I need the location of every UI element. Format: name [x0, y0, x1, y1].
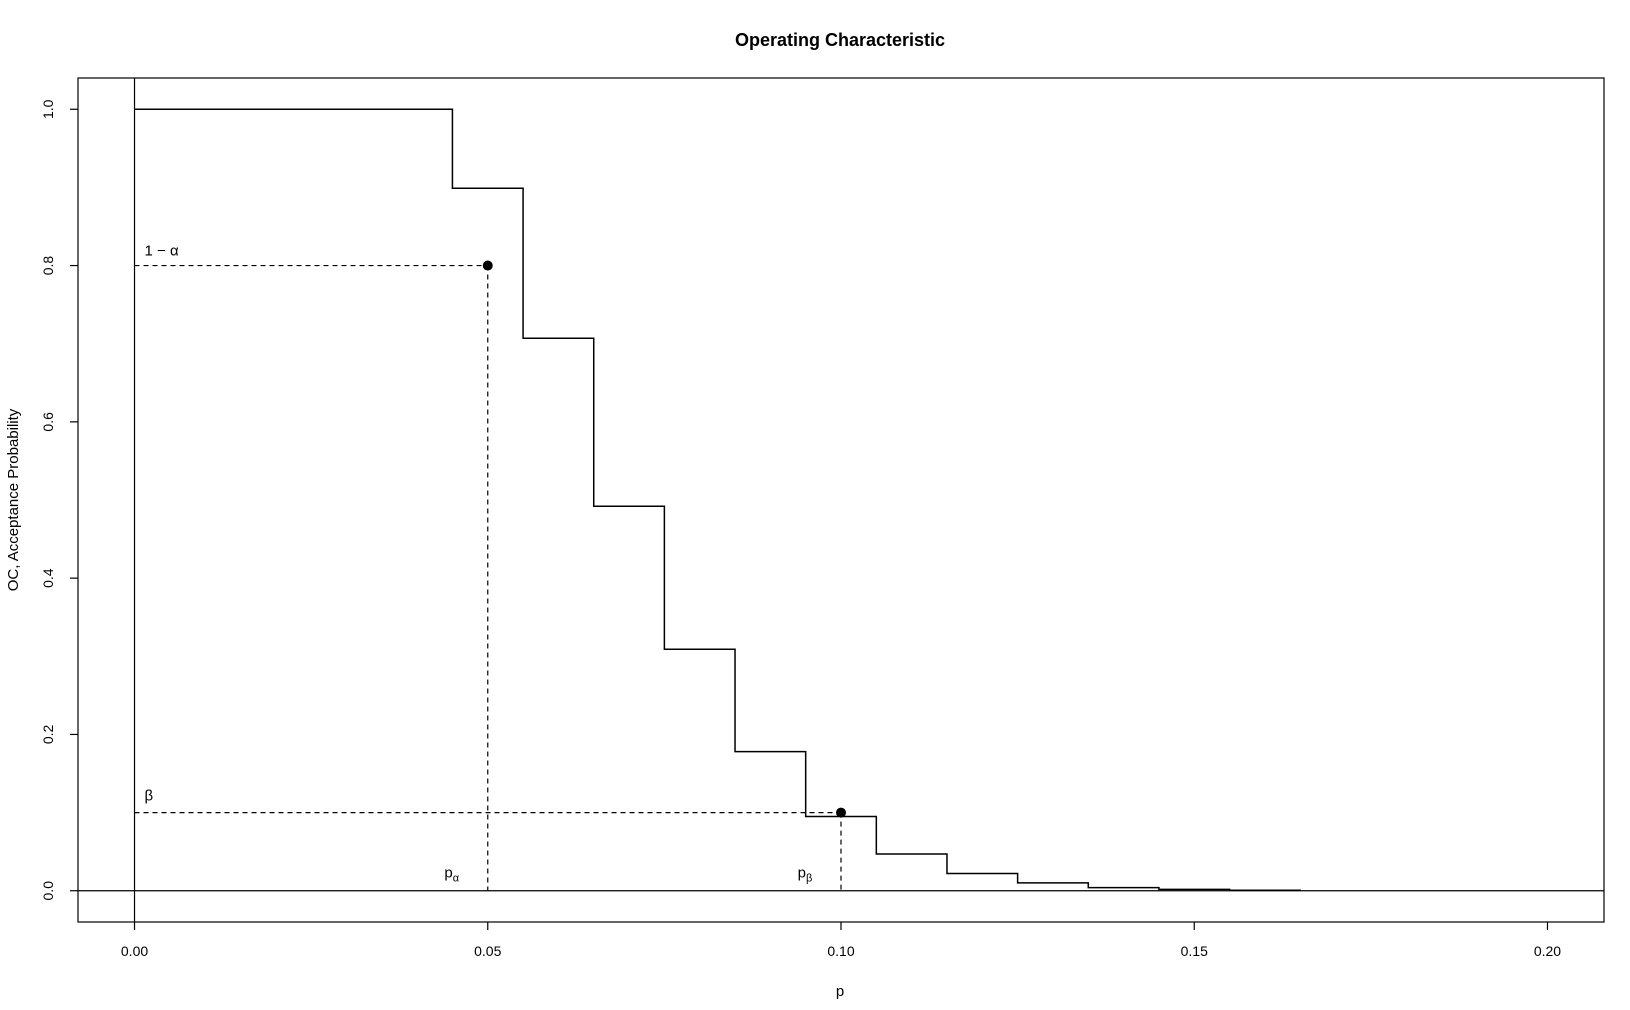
x-axis: 0.00 0.05 0.10 0.15 0.20 — [121, 922, 1561, 959]
annotation-p-beta-sub: β — [806, 873, 812, 885]
chart-title: Operating Characteristic — [735, 30, 945, 50]
series-group — [134, 108, 1301, 892]
annotation-one-minus-alpha: 1 − α — [145, 243, 179, 260]
annotation-beta: β — [145, 788, 154, 805]
x-tick-label-2: 0.10 — [827, 943, 854, 959]
annotation-p-alpha: pα — [444, 865, 459, 885]
x-tick-label-1: 0.05 — [474, 943, 501, 959]
annotation-p-beta: pβ — [798, 865, 813, 885]
points-group — [482, 260, 846, 818]
y-tick-label-5: 1.0 — [40, 99, 56, 119]
y-tick-label-3: 0.6 — [40, 412, 56, 432]
y-axis-label: OC, Acceptance Probability — [5, 408, 22, 591]
point-0 — [482, 260, 493, 271]
x-axis-label: p — [836, 983, 844, 1000]
annotation-p-alpha-base: p — [444, 865, 452, 882]
plot-frame — [77, 77, 1605, 923]
annotation-p-alpha-sub: α — [453, 873, 460, 885]
y-tick-label-4: 0.8 — [40, 256, 56, 276]
x-tick-label-3: 0.15 — [1181, 943, 1208, 959]
x-tick-label-0: 0.00 — [121, 943, 148, 959]
reference-lines — [78, 78, 1604, 922]
point-1 — [836, 807, 846, 818]
y-axis: 0.0 0.2 0.4 0.6 0.8 1.0 — [40, 99, 78, 900]
x-tick-label-4: 0.20 — [1534, 943, 1561, 959]
dashed-guide-lines — [134, 264, 842, 891]
y-tick-label-2: 0.4 — [40, 568, 56, 588]
oc-step-line-0 — [134, 108, 1301, 892]
annotation-p-beta-base: p — [798, 865, 806, 882]
y-tick-label-0: 0.0 — [40, 881, 56, 901]
y-tick-label-1: 0.2 — [40, 725, 56, 745]
